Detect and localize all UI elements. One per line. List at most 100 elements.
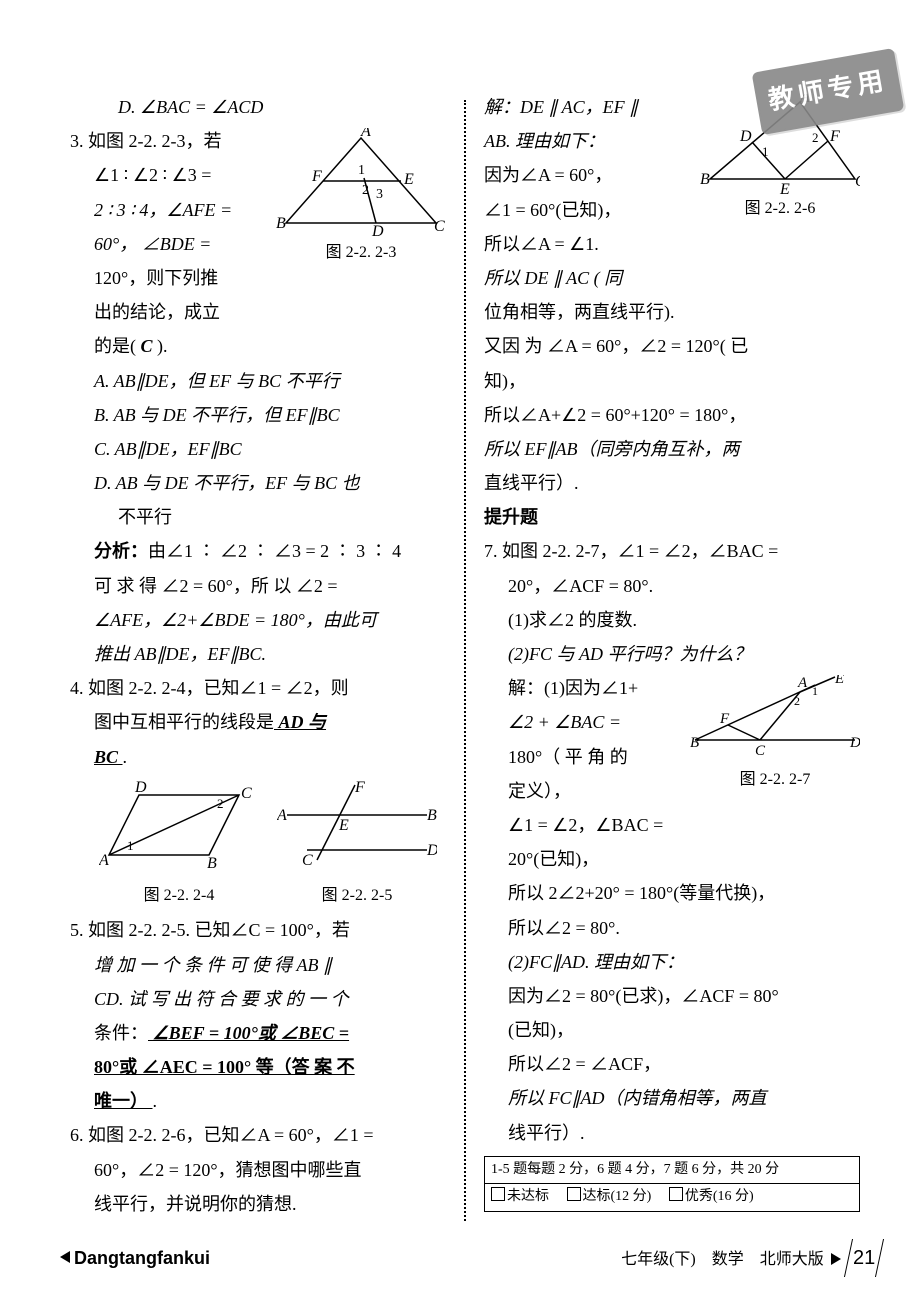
q3-optB: B. AB 与 DE 不平行，但 EF∥BC xyxy=(70,398,446,432)
svg-text:2: 2 xyxy=(362,183,369,198)
svg-text:E: E xyxy=(403,171,414,188)
q7-s8: 所以∠2 = 80°. xyxy=(484,911,860,945)
figure-2-2-2-3: A B C F E D 1 2 3 图 2-2. 2-3 xyxy=(276,128,446,268)
q7-l1: 7. 如图 2-2. 2-7，∠1 = ∠2，∠BAC = xyxy=(484,534,860,568)
q6-line3: 线平行，并说明你的猜想. xyxy=(70,1187,446,1221)
q3-ana1: 分析：分析：由∠1 ∶ ∠2 ∶ ∠3 = 2 ∶ 3 ∶ 4由∠1 ∶ ∠2 … xyxy=(70,534,446,568)
sol6-l10: 所以∠A+∠2 = 60°+120° = 180°， xyxy=(484,398,860,432)
section-heading: 提升题 xyxy=(484,500,860,534)
q5-answer-1: ∠BEF = 100°或 ∠BEC = xyxy=(148,1023,349,1043)
figure-pair: D C A B 1 2 图 2-2. 2-4 A B xyxy=(90,780,446,912)
svg-text:C: C xyxy=(855,173,860,190)
q3-optD2: 不平行 xyxy=(70,500,446,534)
q7-t4: 所以∠2 = ∠ACF， xyxy=(484,1047,860,1081)
figure-2-2-2-4: D C A B 1 2 图 2-2. 2-4 xyxy=(99,780,259,912)
score-row-1: 1-5 题每题 2 分，6 题 4 分，7 题 6 分，共 20 分 xyxy=(485,1157,859,1183)
q4-line2: 图中互相平行的线段是 AD 与 xyxy=(70,705,446,739)
two-column-layout: D. ∠BAC = ∠ACD A B C F E D 1 2 3 图 2 xyxy=(70,90,860,1251)
triangle-icon: B D A E F C 1 2 xyxy=(690,675,860,765)
q5-line1: 5. 如图 2-2. 2-5. 已知∠C = 100°，若 xyxy=(70,913,446,947)
svg-text:D: D xyxy=(426,842,437,859)
q7-s5: ∠1 = ∠2，∠BAC = xyxy=(484,808,860,842)
svg-text:3: 3 xyxy=(376,187,383,202)
q5-line5: 80°或 ∠AEC = 100° 等（答 案 不 xyxy=(70,1050,446,1084)
q4-line1: 4. 如图 2-2. 2-4，已知∠1 = ∠2，则 xyxy=(70,671,446,705)
figure-caption: 图 2-2. 2-4 xyxy=(99,881,259,911)
svg-text:C: C xyxy=(241,785,252,802)
q7-t2: 因为∠2 = 80°(已求)，∠ACF = 80° xyxy=(484,979,860,1013)
svg-text:E: E xyxy=(834,675,844,687)
figure-2-2-2-5: A B C D E F 图 2-2. 2-5 xyxy=(277,780,437,912)
svg-text:C: C xyxy=(302,852,313,869)
parallelogram-icon: D C A B 1 2 xyxy=(99,780,259,870)
q7-t1: (2)FC∥AD. 理由如下： xyxy=(484,945,860,979)
page-footer: Dangtangfankui 七年级(下) 数学 北师大版 21 xyxy=(60,1239,880,1277)
q3-ana4: 推出 AB∥DE，EF∥BC. xyxy=(70,637,446,671)
left-column: D. ∠BAC = ∠ACD A B C F E D 1 2 3 图 2 xyxy=(70,90,464,1251)
q5-line3: CD. 试 写 出 符 合 要 求 的 一 个 xyxy=(70,982,446,1016)
svg-text:F: F xyxy=(829,128,840,145)
triangle-icon xyxy=(831,1253,841,1265)
sol6-l5: 所以∠A = ∠1. xyxy=(484,227,860,261)
svg-text:E: E xyxy=(779,181,790,194)
q7-l2: 20°，∠ACF = 80°. xyxy=(484,569,860,603)
q7-t3: (已知)， xyxy=(484,1013,860,1047)
svg-text:D: D xyxy=(739,128,752,145)
q6-line1: 6. 如图 2-2. 2-6，已知∠A = 60°，∠1 = xyxy=(70,1118,446,1152)
q3-optA: A. AB∥DE，但 EF 与 BC 不平行 xyxy=(70,364,446,398)
svg-text:A: A xyxy=(277,807,287,824)
q7-t5: 所以 FC∥AD（内错角相等，两直 xyxy=(484,1081,860,1115)
q3-line6: 出的结论，成立 xyxy=(70,295,446,329)
q3-ana2: 可 求 得 ∠2 = 60°，所 以 ∠2 = xyxy=(70,569,446,603)
footer-brand: Dangtangfankui xyxy=(60,1241,210,1275)
footer-meta: 七年级(下) 数学 北师大版 21 xyxy=(621,1239,880,1277)
q5-line2: 增 加 一 个 条 件 可 使 得 AB ∥ xyxy=(70,948,446,982)
svg-text:2: 2 xyxy=(217,796,224,811)
svg-text:2: 2 xyxy=(812,130,819,145)
right-column: A B C D F E 1 2 图 2-2. 2-6 解：DE ∥ AC，EF … xyxy=(466,90,860,1251)
q3-optD1: D. AB 与 DE 不平行，EF 与 BC 也 xyxy=(70,466,446,500)
page: 教师专用 D. ∠BAC = ∠ACD A B C F E D 1 2 xyxy=(0,0,920,1291)
teacher-stamp: 教师专用 xyxy=(752,48,905,135)
checkbox-icon[interactable] xyxy=(669,1187,683,1201)
svg-text:B: B xyxy=(207,855,217,870)
sol6-l11: 所以 EF∥AB（同旁内角互补，两 xyxy=(484,432,860,466)
q7-p1: (1)求∠2 的度数. xyxy=(484,603,860,637)
checkbox-icon[interactable] xyxy=(491,1187,505,1201)
prev-option-d: D. ∠BAC = ∠ACD xyxy=(70,90,446,124)
page-number: 21 xyxy=(844,1239,884,1277)
svg-text:D: D xyxy=(371,223,384,238)
q4-line3: BC . xyxy=(70,740,446,774)
svg-text:C: C xyxy=(434,218,445,235)
q7-s6: 20°(已知)， xyxy=(484,842,860,876)
svg-text:A: A xyxy=(99,852,109,869)
triangle-icon: A B C F E D 1 2 3 xyxy=(276,128,446,238)
svg-text:D: D xyxy=(134,780,147,796)
checkbox-icon[interactable] xyxy=(567,1187,581,1201)
sol6-l8: 又因 为 ∠A = 60°，∠2 = 120°( 已 xyxy=(484,329,860,363)
sol6-l12: 直线平行）. xyxy=(484,466,860,500)
svg-text:1: 1 xyxy=(762,144,769,159)
svg-text:D: D xyxy=(849,735,860,751)
figure-2-2-2-7: B D A E F C 1 2 图 2-2. 2-7 xyxy=(690,675,860,795)
svg-text:A: A xyxy=(797,675,808,691)
figure-caption: 图 2-2. 2-7 xyxy=(690,765,860,795)
svg-text:1: 1 xyxy=(358,163,365,178)
figure-caption: 图 2-2. 2-6 xyxy=(700,194,860,224)
q3-line7: 的是( C ). xyxy=(70,329,446,363)
svg-text:F: F xyxy=(354,780,365,796)
svg-text:C: C xyxy=(755,743,766,759)
svg-text:F: F xyxy=(719,711,730,727)
q5-line6: 唯一） . xyxy=(70,1084,446,1118)
svg-text:E: E xyxy=(338,817,349,834)
svg-text:A: A xyxy=(360,128,371,140)
score-row-2: 未达标 达标(12 分) 优秀(16 分) xyxy=(485,1183,859,1210)
q3-optC: C. AB∥DE，EF∥BC xyxy=(70,432,446,466)
svg-text:1: 1 xyxy=(812,684,818,698)
svg-text:B: B xyxy=(700,171,710,188)
svg-text:B: B xyxy=(427,807,437,824)
svg-text:F: F xyxy=(311,168,322,185)
q5-line4: 条件： ∠BEF = 100°或 ∠BEC = xyxy=(70,1016,446,1050)
q7-s7: 所以 2∠2+20° = 180°(等量代换)， xyxy=(484,876,860,910)
q7-t6: 线平行）. xyxy=(484,1116,860,1150)
